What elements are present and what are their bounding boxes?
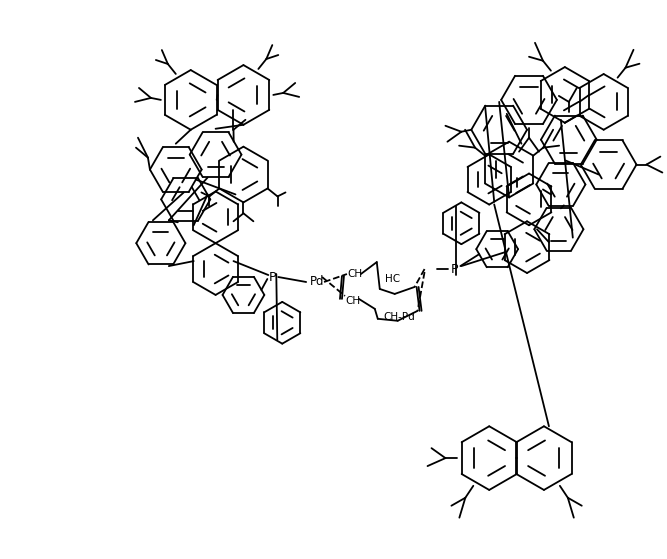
Text: Pd: Pd [310, 276, 324, 288]
Text: HC: HC [385, 274, 400, 284]
Text: P: P [451, 263, 458, 276]
Text: CH: CH [348, 269, 362, 279]
Text: CH: CH [346, 296, 360, 306]
Text: P: P [269, 271, 276, 283]
Text: CH-Pd: CH-Pd [384, 312, 416, 322]
